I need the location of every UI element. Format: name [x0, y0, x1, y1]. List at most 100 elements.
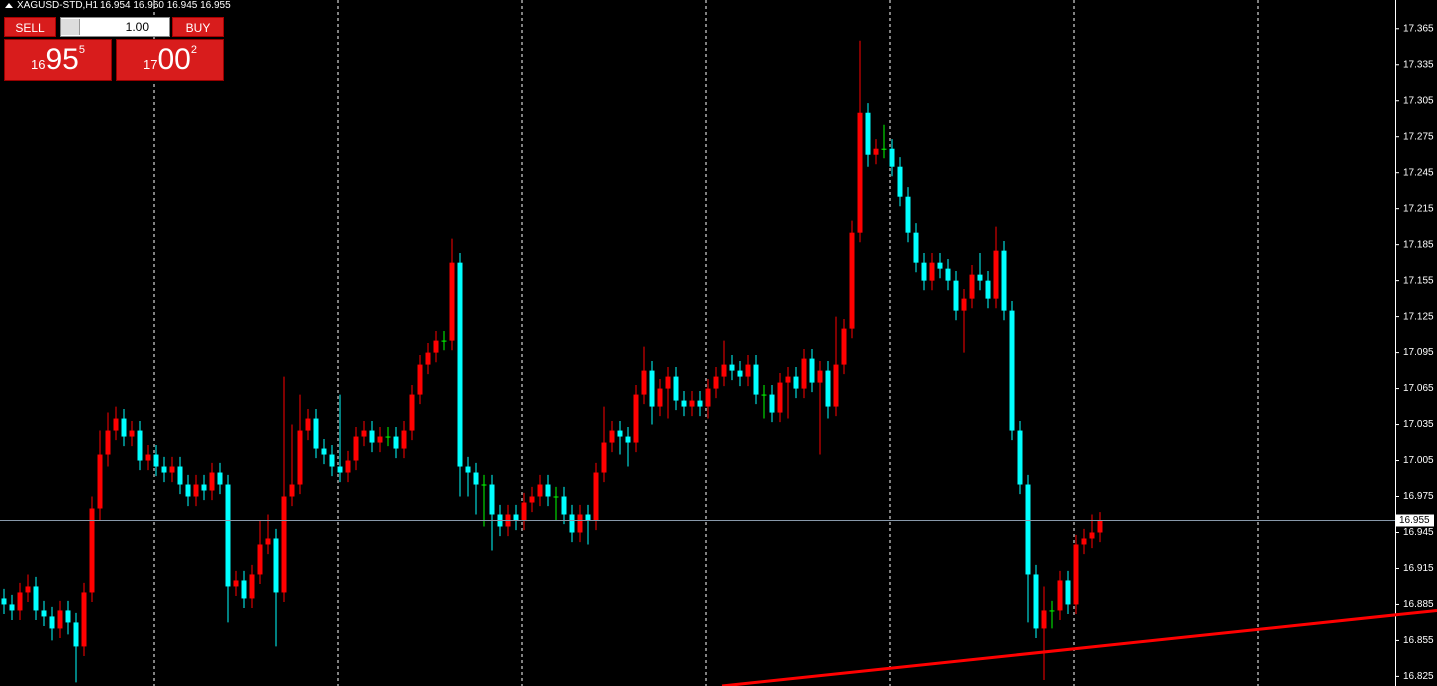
y-tick-label: 17.095: [1403, 347, 1434, 358]
candle-body: [177, 466, 183, 485]
candle-body: [185, 484, 191, 497]
candle-body: [753, 364, 759, 395]
candle-body: [449, 262, 455, 341]
candle-body: [377, 436, 383, 443]
bid-main: 95: [45, 43, 79, 76]
candle-body: [817, 370, 823, 383]
bid-big: 16: [31, 57, 46, 72]
candle-body: [1, 598, 7, 605]
y-tick-label: 17.245: [1403, 167, 1434, 178]
bid-label: 16.955: [1399, 515, 1430, 526]
candle-body: [873, 148, 879, 155]
candle-body: [345, 460, 351, 473]
trend-line: [721, 608, 1437, 686]
candle-body: [913, 232, 919, 263]
candle-body: [241, 580, 247, 599]
candle-body: [521, 502, 527, 521]
candle-body: [409, 394, 415, 431]
candle-body: [73, 622, 79, 647]
candle-body: [553, 496, 559, 498]
candle-body: [785, 376, 791, 383]
candle-body: [825, 370, 831, 407]
candle-body: [209, 472, 215, 491]
candle-body: [329, 454, 335, 467]
candle-body: [249, 574, 255, 599]
y-tick-label: 17.305: [1403, 95, 1434, 106]
candle-body: [721, 364, 727, 377]
candle-body: [577, 514, 583, 533]
candle-body: [41, 610, 47, 617]
candle-body: [289, 484, 295, 497]
candle-body: [969, 274, 975, 299]
candle-body: [281, 496, 287, 593]
candle-body: [1057, 580, 1063, 611]
candle-body: [545, 484, 551, 497]
candle-body: [1097, 520, 1103, 533]
y-tick-label: 16.975: [1403, 491, 1434, 502]
candle-body: [49, 616, 55, 629]
candle-body: [9, 604, 15, 611]
candle-body: [601, 442, 607, 473]
lot-spinner[interactable]: [61, 19, 80, 35]
candle-body: [809, 358, 815, 383]
candle-body: [593, 472, 599, 521]
candle-body: [793, 376, 799, 389]
candle-body: [857, 112, 863, 233]
candle-body: [865, 112, 871, 155]
ask-big: 17: [143, 57, 158, 72]
candle-body: [113, 418, 119, 431]
candle-body: [737, 370, 743, 377]
candle-body: [321, 448, 327, 455]
candle-body: [161, 466, 167, 473]
symbol: XAGUSD-STD,H1: [17, 0, 99, 11]
candle-body: [1073, 544, 1079, 605]
y-tick-label: 16.825: [1403, 671, 1434, 682]
candle-body: [801, 358, 807, 389]
candle-body: [17, 592, 23, 611]
buy-button[interactable]: BUY: [172, 17, 224, 37]
y-tick-label: 16.885: [1403, 599, 1434, 610]
lot-value: 1.00: [125, 20, 149, 34]
y-tick-label: 17.275: [1403, 131, 1434, 142]
candle-body: [441, 340, 447, 342]
candle-body: [681, 400, 687, 407]
lot-input[interactable]: 1.00: [60, 17, 170, 37]
candle-body: [841, 328, 847, 365]
candle-body: [457, 262, 463, 467]
candle-body: [929, 262, 935, 281]
candle-body: [905, 196, 911, 233]
candle-body: [777, 382, 783, 413]
candle-body: [425, 352, 431, 365]
candle-body: [393, 436, 399, 449]
candle-body: [633, 394, 639, 443]
candle-body: [33, 586, 39, 611]
candle-body: [481, 484, 487, 486]
candle-body: [385, 436, 391, 438]
quote: 16.954 16.960 16.945 16.955: [100, 0, 231, 11]
y-tick-label: 16.855: [1403, 635, 1434, 646]
bid-small: 5: [78, 44, 85, 56]
candle-body: [657, 388, 663, 407]
candle-body: [945, 268, 951, 281]
candle-body: [705, 388, 711, 407]
candle-body: [921, 262, 927, 281]
candle-body: [257, 544, 263, 575]
candle-body: [881, 148, 887, 150]
candle-body: [961, 298, 967, 311]
candle-body: [1033, 574, 1039, 629]
candle-body: [417, 364, 423, 395]
candle-body: [1001, 250, 1007, 311]
bid-price[interactable]: 16955: [4, 39, 112, 81]
y-tick-label: 17.065: [1403, 383, 1434, 394]
candle-body: [1041, 610, 1047, 629]
candle-body: [97, 454, 103, 509]
sell-button[interactable]: SELL: [4, 17, 56, 37]
candle-body: [729, 364, 735, 371]
y-tick-label: 17.215: [1403, 203, 1434, 214]
candle-body: [673, 376, 679, 401]
candle-body: [313, 418, 319, 449]
candle-body: [353, 436, 359, 461]
candle-body: [953, 280, 959, 311]
candle-body: [625, 436, 631, 443]
ask-price[interactable]: 17002: [116, 39, 224, 81]
